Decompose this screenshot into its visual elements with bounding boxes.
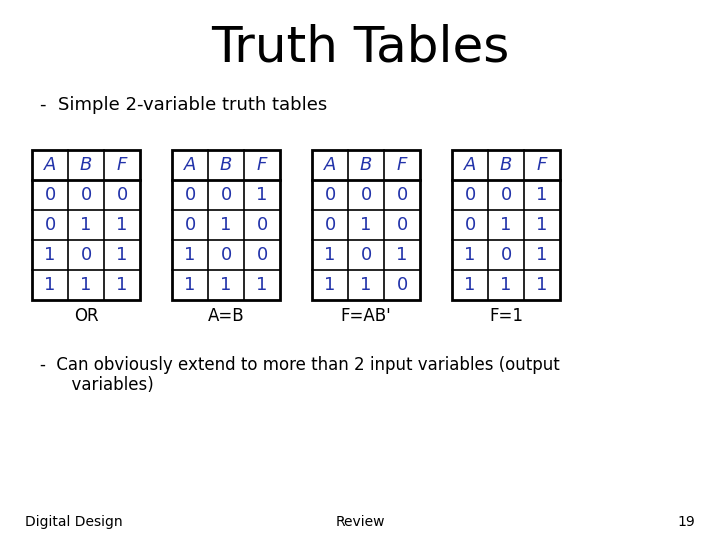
Text: 1: 1	[117, 276, 127, 294]
Text: 0: 0	[184, 216, 196, 234]
Text: 0: 0	[81, 246, 91, 264]
Text: 1: 1	[396, 246, 408, 264]
Text: 1: 1	[117, 246, 127, 264]
Text: F: F	[397, 156, 408, 174]
Text: 1: 1	[536, 186, 548, 204]
Text: A: A	[44, 156, 56, 174]
Text: 0: 0	[500, 186, 512, 204]
Bar	[452, 150, 560, 300]
Text: 1: 1	[45, 246, 55, 264]
Text: 1: 1	[360, 216, 372, 234]
Text: 1: 1	[536, 246, 548, 264]
Text: OR: OR	[73, 307, 99, 325]
Text: 0: 0	[397, 216, 408, 234]
Text: F: F	[117, 156, 127, 174]
Text: 1: 1	[536, 276, 548, 294]
Text: 1: 1	[220, 276, 232, 294]
Text: B: B	[220, 156, 232, 174]
Text: 1: 1	[220, 216, 232, 234]
Text: 1: 1	[464, 246, 476, 264]
Text: 1: 1	[184, 276, 196, 294]
Text: 0: 0	[464, 186, 476, 204]
Text: 1: 1	[117, 216, 127, 234]
Text: F: F	[257, 156, 267, 174]
Text: 1: 1	[256, 186, 268, 204]
Text: B: B	[500, 156, 512, 174]
Text: B: B	[360, 156, 372, 174]
Text: A: A	[464, 156, 476, 174]
Text: 1: 1	[81, 276, 91, 294]
Text: -  Can obviously extend to more than 2 input variables (output: - Can obviously extend to more than 2 in…	[40, 356, 559, 374]
Text: 0: 0	[397, 276, 408, 294]
Text: 0: 0	[220, 246, 232, 264]
Text: 0: 0	[220, 186, 232, 204]
Text: 0: 0	[256, 216, 268, 234]
Bar	[32, 150, 140, 300]
Text: 1: 1	[184, 246, 196, 264]
Text: Digital Design: Digital Design	[25, 515, 122, 529]
Text: 19: 19	[678, 515, 695, 529]
Text: 0: 0	[361, 186, 372, 204]
Text: 1: 1	[500, 216, 512, 234]
Text: A: A	[184, 156, 196, 174]
Bar	[172, 150, 280, 300]
Text: 1: 1	[81, 216, 91, 234]
Text: 1: 1	[324, 246, 336, 264]
Text: 1: 1	[360, 276, 372, 294]
Bar	[312, 150, 420, 300]
Text: F=1: F=1	[489, 307, 523, 325]
Text: 1: 1	[536, 216, 548, 234]
Text: 0: 0	[256, 246, 268, 264]
Text: A=B: A=B	[207, 307, 244, 325]
Text: 1: 1	[464, 276, 476, 294]
Text: F=AB': F=AB'	[341, 307, 392, 325]
Text: Truth Tables: Truth Tables	[211, 23, 509, 71]
Text: 0: 0	[45, 186, 55, 204]
Text: 1: 1	[256, 276, 268, 294]
Text: 1: 1	[324, 276, 336, 294]
Text: variables): variables)	[40, 376, 154, 394]
Text: F: F	[537, 156, 547, 174]
Text: B: B	[80, 156, 92, 174]
Text: 0: 0	[184, 186, 196, 204]
Text: A: A	[324, 156, 336, 174]
Text: 0: 0	[45, 216, 55, 234]
Text: 1: 1	[500, 276, 512, 294]
Text: Review: Review	[336, 515, 384, 529]
Text: 0: 0	[325, 216, 336, 234]
Text: 1: 1	[45, 276, 55, 294]
Text: 0: 0	[361, 246, 372, 264]
Text: 0: 0	[500, 246, 512, 264]
Text: 0: 0	[117, 186, 127, 204]
Text: 0: 0	[464, 216, 476, 234]
Text: 0: 0	[81, 186, 91, 204]
Text: 0: 0	[325, 186, 336, 204]
Text: -  Simple 2-variable truth tables: - Simple 2-variable truth tables	[40, 96, 328, 114]
Text: 0: 0	[397, 186, 408, 204]
